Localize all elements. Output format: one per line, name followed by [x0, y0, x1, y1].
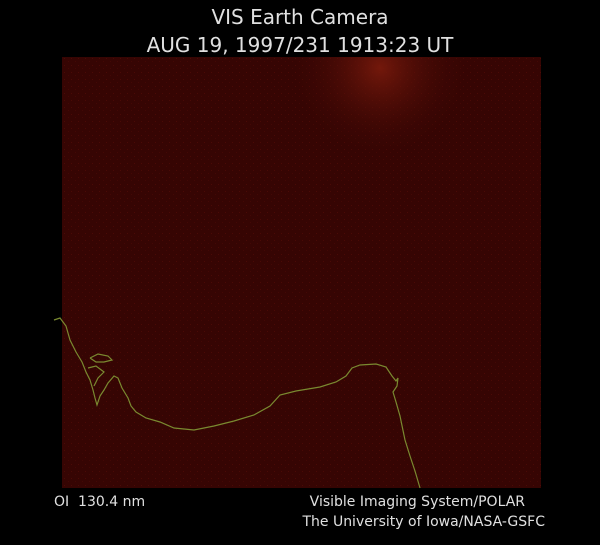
- credit-label: The University of Iowa/NASA-GSFC: [301, 514, 545, 530]
- earth-image: [53, 57, 541, 489]
- aurora-glow: [62, 57, 541, 488]
- title: VIS Earth Camera: [211, 5, 388, 29]
- filter-label: OI 130.4 nm: [54, 494, 145, 510]
- timestamp: AUG 19, 1997/231 1913:23 UT: [147, 33, 455, 57]
- instrument-label: Visible Imaging System/POLAR: [310, 494, 526, 510]
- coastline: [53, 317, 421, 489]
- coastline-inlet: [87, 365, 105, 387]
- coastline-island: [89, 353, 114, 363]
